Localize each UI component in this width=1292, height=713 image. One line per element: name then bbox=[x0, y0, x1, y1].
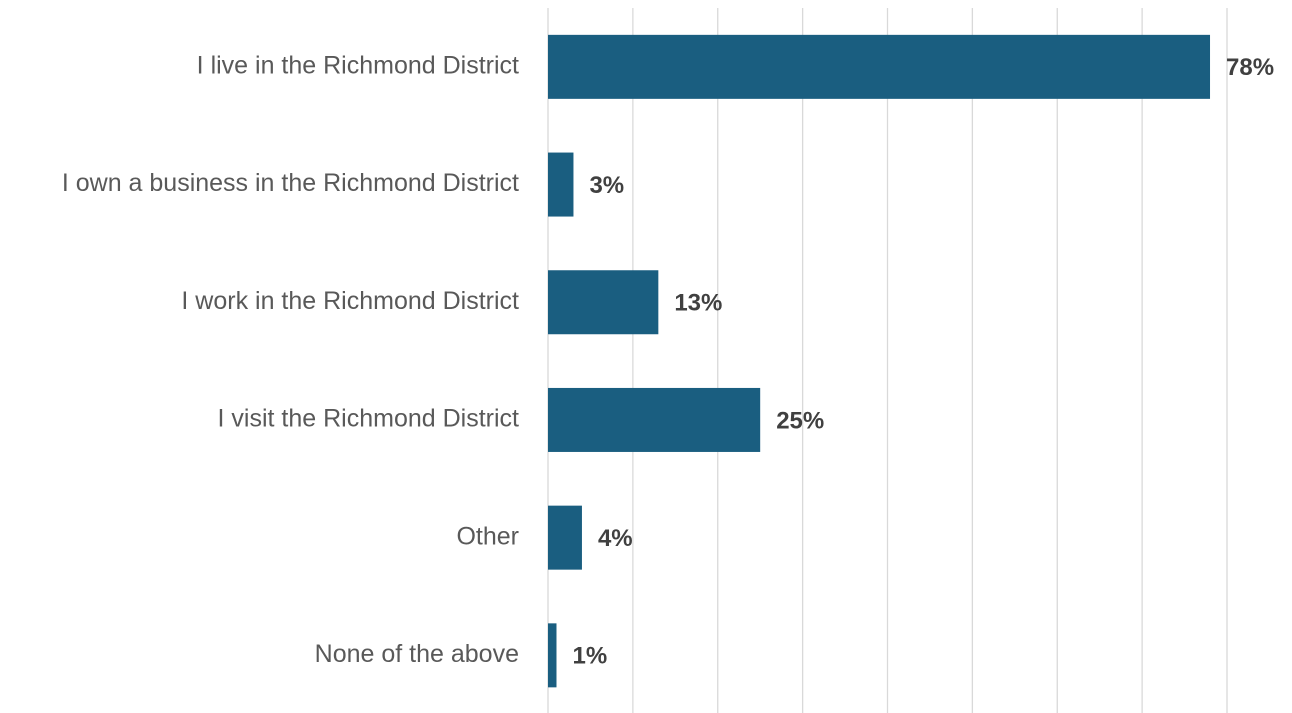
data-label: 25% bbox=[776, 407, 824, 434]
data-label: 78% bbox=[1226, 54, 1274, 81]
bar bbox=[548, 623, 557, 688]
category-label: I visit the Richmond District bbox=[218, 405, 520, 433]
category-label: I live in the Richmond District bbox=[197, 51, 519, 79]
gridlines bbox=[547, 8, 1228, 713]
bar bbox=[548, 387, 761, 452]
category-label: Other bbox=[456, 522, 519, 550]
data-labels: 78% 3% 13% 25% 4% 1% bbox=[572, 54, 1274, 670]
data-label: 13% bbox=[674, 290, 722, 317]
bar bbox=[548, 152, 574, 217]
bars bbox=[548, 34, 1211, 688]
data-label: 3% bbox=[589, 172, 624, 199]
category-label: I work in the Richmond District bbox=[181, 287, 519, 315]
category-labels: I live in the Richmond District I own a b… bbox=[62, 51, 520, 668]
bar bbox=[548, 505, 582, 570]
category-label: I own a business in the Richmond Distric… bbox=[62, 169, 519, 197]
bar bbox=[548, 34, 1211, 99]
data-label: 1% bbox=[572, 643, 607, 670]
category-label: None of the above bbox=[315, 640, 519, 668]
data-label: 4% bbox=[598, 525, 633, 552]
bar bbox=[548, 270, 659, 335]
